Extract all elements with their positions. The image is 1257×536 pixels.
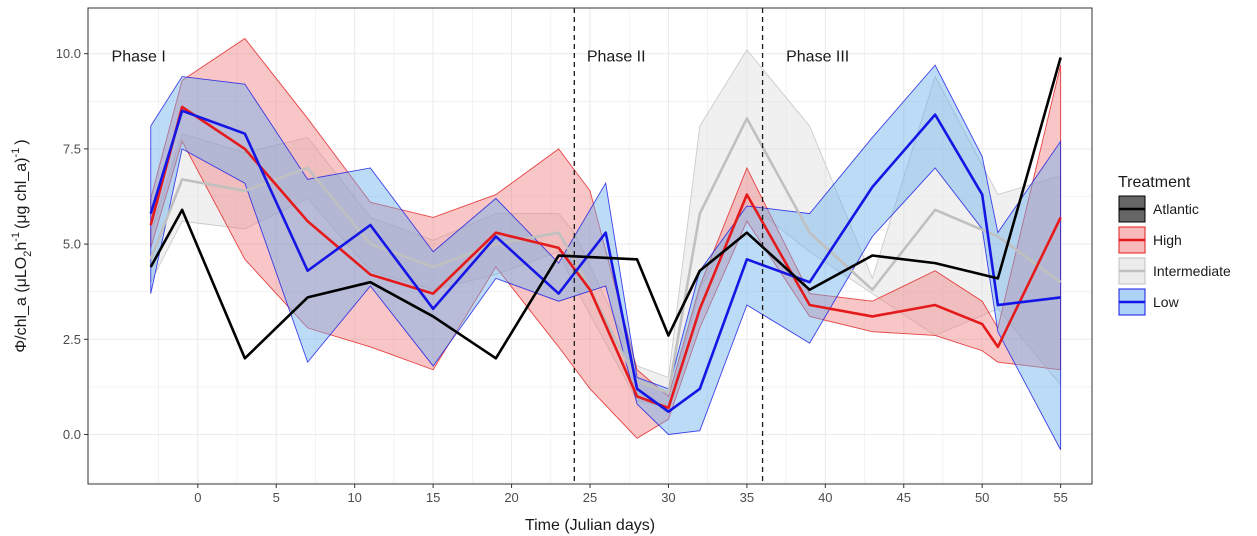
phase-label: Phase I bbox=[112, 48, 166, 65]
legend-label: Atlantic bbox=[1153, 201, 1199, 217]
legend-label: Low bbox=[1153, 294, 1180, 310]
y-tick-label: 0.0 bbox=[63, 427, 81, 442]
x-tick-label: 0 bbox=[194, 490, 201, 505]
x-tick-label: 25 bbox=[583, 490, 597, 505]
line-low bbox=[149, 109, 1061, 413]
y-tick-label: 2.5 bbox=[63, 332, 81, 347]
phase-label: Phase II bbox=[587, 48, 646, 65]
y-axis-title-main: Φ/chl_a (μLO bbox=[13, 257, 30, 353]
x-tick-label: 30 bbox=[661, 490, 675, 505]
x-tick-label: 55 bbox=[1053, 490, 1067, 505]
line-high bbox=[149, 105, 1062, 410]
x-tick-label: 20 bbox=[504, 490, 518, 505]
x-tick-label: 35 bbox=[740, 490, 754, 505]
phase-labels: Phase I Phase II Phase III bbox=[112, 48, 850, 65]
x-tick-label: 40 bbox=[818, 490, 832, 505]
series-lines bbox=[149, 57, 1062, 413]
y-axis-title-close: ) bbox=[13, 139, 30, 144]
phase-divider-lines bbox=[573, 8, 764, 484]
x-tick-label: 45 bbox=[897, 490, 911, 505]
legend: Treatment Atlantic High Intermediate Low bbox=[1118, 174, 1231, 316]
legend-item-atlantic: Atlantic bbox=[1118, 195, 1199, 223]
y-tick-label: 7.5 bbox=[63, 141, 81, 156]
legend-item-low: Low bbox=[1118, 288, 1180, 316]
legend-item-intermediate: Intermediate bbox=[1118, 257, 1231, 285]
y-axis-title-sub: 2 bbox=[22, 251, 34, 257]
x-tick-label: 50 bbox=[975, 490, 989, 505]
x-axis-ticks: 0 5 10 15 20 25 30 35 40 45 50 55 bbox=[194, 484, 1068, 505]
line-atlantic bbox=[149, 57, 1062, 360]
y-tick-label: 5.0 bbox=[63, 237, 81, 252]
legend-label: Intermediate bbox=[1153, 263, 1231, 279]
y-tick-label: 10.0 bbox=[56, 46, 81, 61]
legend-label: High bbox=[1153, 232, 1182, 248]
y-axis-ticks: 0.0 2.5 5.0 7.5 10.0 bbox=[56, 46, 88, 442]
y-axis-title-paren: (μg chl_a) bbox=[13, 158, 30, 229]
y-axis-title-sup2: -1 bbox=[10, 148, 22, 158]
legend-item-high: High bbox=[1118, 226, 1182, 254]
line-intermediate bbox=[149, 117, 1062, 394]
y-axis-title-h: h bbox=[13, 242, 30, 251]
legend-title: Treatment bbox=[1118, 174, 1191, 191]
x-tick-label: 15 bbox=[426, 490, 440, 505]
x-tick-label: 5 bbox=[273, 490, 280, 505]
phase-label: Phase III bbox=[786, 48, 849, 65]
x-tick-label: 10 bbox=[347, 490, 361, 505]
y-axis-title: Φ/chl_a (μLO2h-1(μg chl_a)-1) bbox=[10, 139, 34, 352]
x-axis-title: Time (Julian days) bbox=[525, 517, 655, 534]
y-axis-title-sup1: -1 bbox=[10, 232, 22, 242]
grid-lines bbox=[88, 8, 1092, 484]
